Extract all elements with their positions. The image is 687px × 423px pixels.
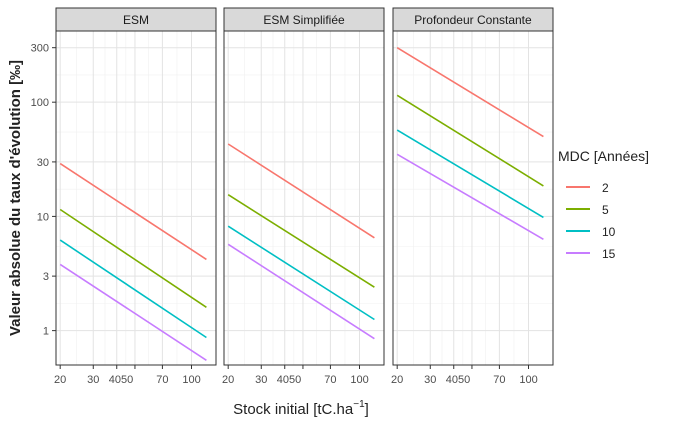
legend-entry-2: 2 [566, 181, 609, 195]
legend-label: 10 [602, 225, 616, 239]
panel-border [392, 30, 554, 366]
series-line-15 [396, 153, 544, 240]
facet-title: ESM [123, 13, 149, 27]
legend-title: MDC [Années] [558, 148, 649, 164]
y-tick-label: 300 [31, 43, 49, 55]
x-tick-label: 70 [156, 374, 168, 386]
plot-background [56, 31, 216, 365]
y-axis-title: Valeur absolue du taux d'évolution [‰] [7, 60, 24, 336]
series-line-10 [396, 129, 544, 219]
panel-border [223, 30, 385, 366]
legend-entry-5: 5 [566, 203, 609, 217]
x-tick-label: 20 [391, 374, 403, 386]
x-tick-label: 4050 [277, 374, 301, 386]
panel-3: Profondeur Constante [392, 7, 554, 366]
x-tick-label: 4050 [446, 374, 470, 386]
x-axis: 20 30 4050 70 100 20 30 4050 70 100 20 30 4050 70 100 [54, 365, 538, 386]
x-tick-label: 100 [350, 374, 368, 386]
facet-title: ESM Simplifiée [263, 13, 345, 27]
x-tick-label: 100 [182, 374, 200, 386]
x-tick-label: 30 [87, 374, 99, 386]
x-axis-title-main: Stock initial [tC.ha [233, 401, 354, 418]
x-tick-label: 100 [519, 374, 537, 386]
series-line-2 [227, 143, 375, 239]
x-tick-label: 30 [255, 374, 267, 386]
chart-panels: ESM ESM Simplifiée Profondeur Constante [55, 7, 554, 366]
series-line-5 [59, 208, 207, 308]
panel-1: ESM [55, 7, 217, 366]
series-line-10 [227, 225, 375, 321]
x-tick-label: 20 [54, 374, 66, 386]
x-axis-title-superscript: −1 [353, 399, 365, 410]
x-tick-label: 4050 [109, 374, 133, 386]
legend-label: 15 [602, 247, 616, 261]
series-line-2 [396, 47, 544, 138]
y-tick-label: 3 [43, 271, 49, 283]
legend: MDC [Années] 2 5 10 15 [558, 148, 649, 261]
y-tick-label: 30 [37, 157, 49, 169]
series-line-5 [396, 94, 544, 187]
legend-label: 5 [602, 203, 609, 217]
facet-title: Profondeur Constante [414, 13, 532, 27]
y-tick-label: 1 [43, 326, 49, 338]
panel-border [55, 30, 217, 366]
legend-entry-10: 10 [566, 225, 616, 239]
legend-label: 2 [602, 181, 609, 195]
y-axis: 1 3 10 30 100 300 [31, 43, 56, 338]
y-tick-label: 10 [37, 211, 49, 223]
series-line-2 [59, 162, 207, 261]
x-tick-label: 20 [222, 374, 234, 386]
series-line-10 [59, 239, 207, 339]
x-tick-label: 70 [324, 374, 336, 386]
x-axis-title: Stock initial [tC.ha−1] [233, 399, 369, 418]
x-tick-label: 30 [424, 374, 436, 386]
x-axis-title-end: ] [365, 401, 369, 418]
legend-entry-15: 15 [566, 247, 616, 261]
y-tick-label: 100 [31, 97, 49, 109]
x-tick-label: 70 [493, 374, 505, 386]
panel-2: ESM Simplifiée [223, 7, 385, 366]
series-line-5 [227, 194, 375, 288]
series-line-15 [59, 263, 207, 361]
series-line-15 [227, 243, 375, 340]
